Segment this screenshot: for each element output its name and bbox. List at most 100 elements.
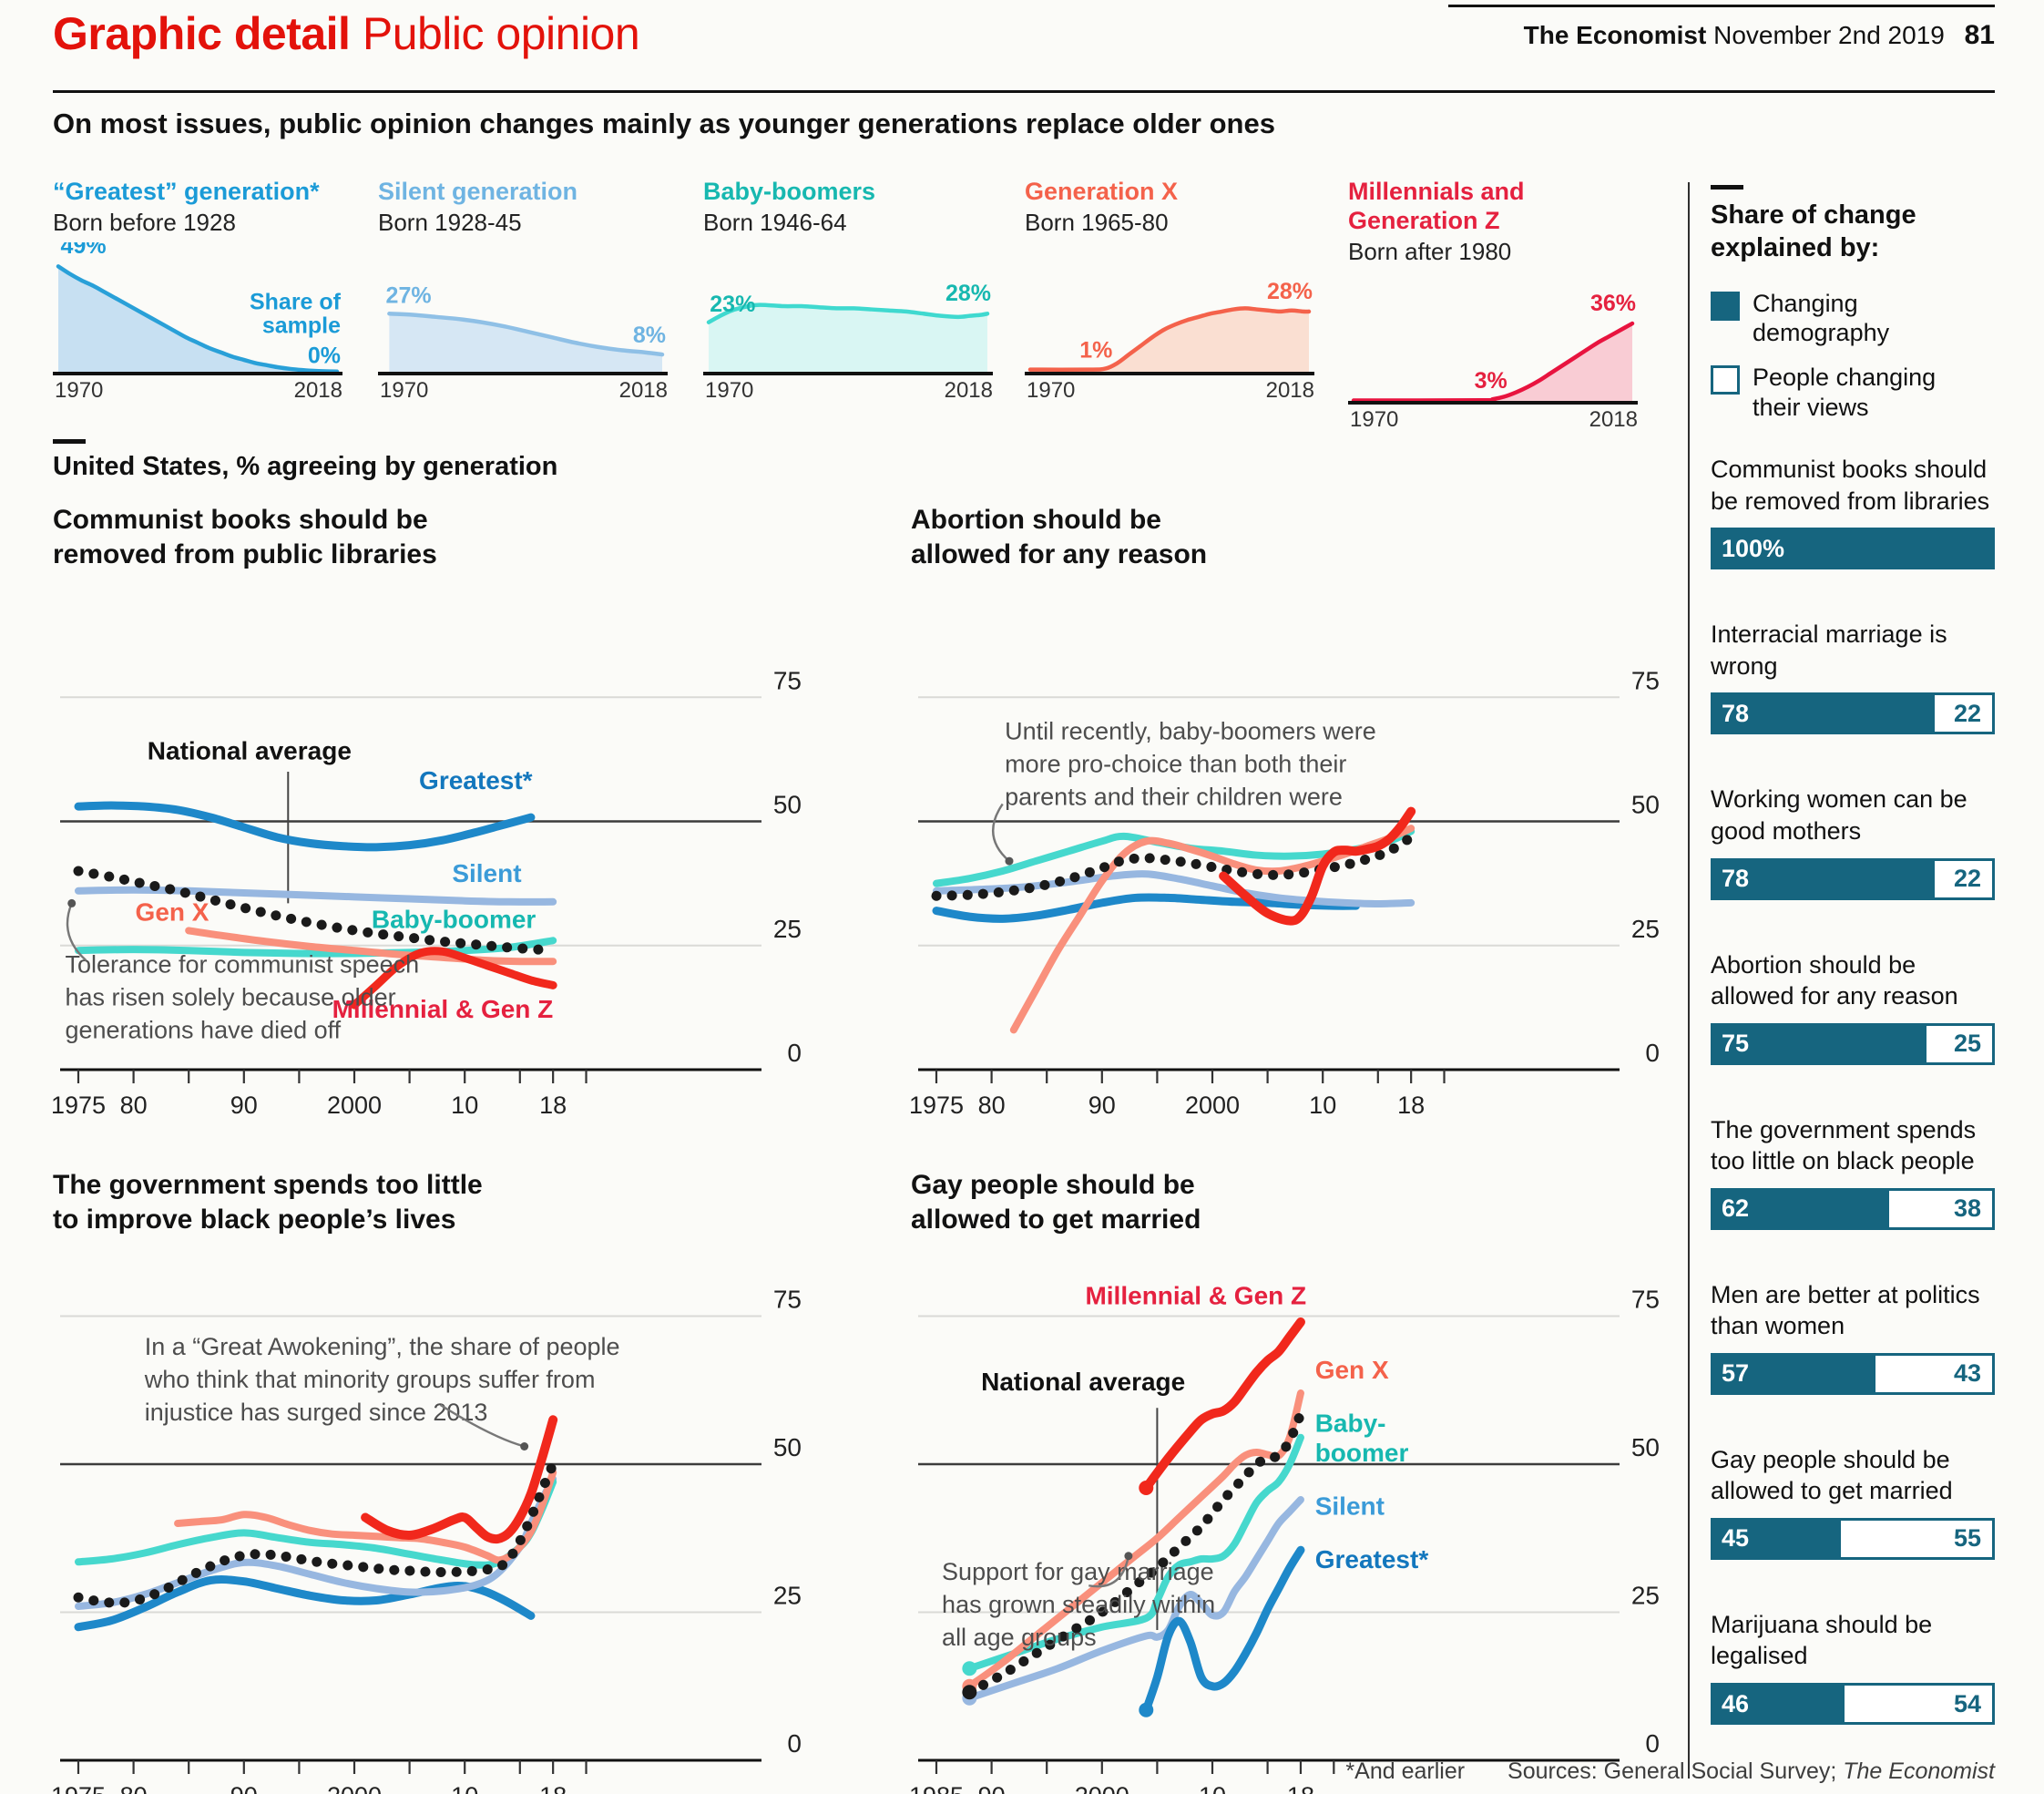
share-bar-group: Marijuana should be legalised 46 54 bbox=[1711, 1609, 1997, 1725]
top-right-rule bbox=[1448, 5, 1995, 7]
annotation-text: generations have died off bbox=[65, 1017, 341, 1044]
mini-start-value: 23% bbox=[710, 292, 755, 317]
y-tick-label: 50 bbox=[1631, 791, 1660, 819]
x-tick-label: 2000 bbox=[1185, 1092, 1240, 1119]
series-line-gen-x bbox=[1009, 825, 1415, 1034]
mini-area bbox=[58, 266, 337, 373]
share-bar: 78 22 bbox=[1711, 692, 1995, 735]
share-bar-group: Communist books should be removed from l… bbox=[1711, 454, 1997, 570]
share-bar: 46 54 bbox=[1711, 1683, 1995, 1725]
x-tick-label: 18 bbox=[1397, 1092, 1425, 1119]
y-tick-label: 25 bbox=[1631, 1582, 1660, 1610]
annotation-arrow-tip bbox=[1124, 1552, 1133, 1561]
mini-chart-generation-x: 1970 2018 1% 28% bbox=[1025, 279, 1314, 403]
line-label: Gen X bbox=[1315, 1356, 1389, 1384]
legend-swatch-filled bbox=[1711, 291, 1740, 321]
share-bar-views: 22 bbox=[1932, 692, 1995, 735]
generation-subtitle: Born 1965-80 bbox=[1025, 208, 1169, 236]
annotation-text: In a “Great Awokening”, the share of peo… bbox=[145, 1333, 620, 1360]
series-line-baby-boomer bbox=[966, 1433, 1304, 1673]
share-bar: 75 25 bbox=[1711, 1022, 1995, 1065]
generation-subtitle: Born 1946-64 bbox=[703, 208, 847, 236]
mini-area bbox=[1030, 308, 1309, 373]
mini-area bbox=[1354, 323, 1632, 402]
mini-axis-start: 1970 bbox=[380, 378, 428, 401]
annotation-text: Support for gay marriage bbox=[942, 1558, 1214, 1585]
y-tick-label: 25 bbox=[773, 1582, 802, 1610]
generation-title: “Greatest” generation* bbox=[53, 178, 320, 205]
y-tick-label: 75 bbox=[1631, 666, 1660, 694]
chart-title: The government spends too little to impro… bbox=[53, 1170, 483, 1235]
sidebar-share-of-change: Share of change explained by: Changing d… bbox=[1711, 185, 1997, 1774]
y-tick-label: 75 bbox=[1631, 1286, 1660, 1314]
issue-info: The Economist November 2nd 2019 81 bbox=[1524, 20, 1995, 51]
line-label: boomer bbox=[1315, 1439, 1409, 1467]
share-bar-group: The government spends too little on blac… bbox=[1711, 1114, 1997, 1230]
share-bar-demography: 62 bbox=[1711, 1187, 1887, 1230]
share-bar-demography: 57 bbox=[1711, 1352, 1873, 1395]
share-bar-demography: 46 bbox=[1711, 1683, 1842, 1725]
share-bar: 45 55 bbox=[1711, 1517, 1995, 1560]
x-tick-label: 90 bbox=[1088, 1092, 1116, 1119]
x-tick-label: 2000 bbox=[327, 1092, 382, 1119]
chart-title: Gay people should be allowed to get marri… bbox=[911, 1170, 1201, 1235]
x-tick-label: 2000 bbox=[327, 1782, 382, 1794]
line-label: Millennial & Gen Z bbox=[1085, 1282, 1306, 1310]
annotation-arrow-tip bbox=[67, 898, 77, 907]
sidebar-bar-list: Communist books should be removed from l… bbox=[1711, 454, 1997, 1725]
y-tick-label: 25 bbox=[773, 915, 802, 943]
share-bar-demography: 45 bbox=[1711, 1517, 1839, 1560]
share-bar-views: 25 bbox=[1924, 1022, 1995, 1065]
mini-axis-start: 1970 bbox=[1027, 378, 1075, 401]
generation-card-baby-boomers: Baby-boomers Born 1946-64 1970 2018 23% 28% bbox=[703, 178, 1006, 405]
line-label: National average bbox=[981, 1368, 1185, 1396]
generation-card-generation-x: Generation X Born 1965-80 1970 2018 1% 28% bbox=[1025, 178, 1327, 405]
x-tick-label: 80 bbox=[120, 1092, 148, 1119]
generation-subtitle: Born after 1980 bbox=[1348, 237, 1512, 265]
issue-date: November 2nd 2019 bbox=[1713, 21, 1945, 49]
line-label: Baby- bbox=[1315, 1409, 1386, 1437]
share-bar-demography: 78 bbox=[1711, 857, 1933, 900]
generation-title: Millennials and Generation Z bbox=[1348, 178, 1525, 234]
line-label: Greatest* bbox=[1315, 1545, 1429, 1574]
series-line-millennial-gen-z bbox=[361, 1415, 558, 1544]
share-bar: 62 38 bbox=[1711, 1187, 1995, 1230]
x-tick-label: 18 bbox=[539, 1092, 567, 1119]
chart-canvas-abortion: 0 25 50 75 1975 80 90 2000 10 18 Until recently, b… bbox=[909, 666, 1660, 1119]
share-bar-group: Men are better at politics than women 57 4… bbox=[1711, 1279, 1997, 1395]
annotation-text: parents and their children were bbox=[1005, 784, 1343, 811]
chart-title: Abortion should be allowed for any reason bbox=[911, 505, 1208, 569]
x-tick-label: 1985 bbox=[909, 1782, 964, 1794]
mini-area bbox=[389, 313, 662, 373]
y-tick-label: 75 bbox=[773, 1286, 802, 1314]
x-tick-label: 10 bbox=[1199, 1782, 1226, 1794]
share-bar-demography: 100% bbox=[1711, 528, 1995, 570]
mini-line bbox=[1027, 305, 1312, 372]
chart-canvas-communist-books: 0 25 50 75 1975 80 90 2000 10 18 National average G… bbox=[51, 666, 802, 1119]
line-label: Silent bbox=[1315, 1492, 1385, 1520]
mini-line bbox=[56, 263, 340, 374]
generation-title: Silent generation bbox=[378, 178, 578, 205]
mini-area bbox=[709, 304, 987, 373]
series-start-dot bbox=[1139, 1702, 1154, 1717]
x-tick-label: 10 bbox=[451, 1782, 478, 1794]
mini-chart-silent: 1970 2018 27% 8% bbox=[378, 282, 668, 403]
mini-end-value: 28% bbox=[1267, 279, 1313, 304]
line-label: Baby-boomer bbox=[372, 906, 537, 934]
series-start-dot bbox=[1139, 1481, 1154, 1495]
line-label: Gen X bbox=[136, 898, 210, 927]
chart-abortion: Abortion should be allowed for any reason… bbox=[909, 503, 1694, 1119]
share-bar-views: 54 bbox=[1841, 1683, 1995, 1725]
annotation-text: Until recently, baby-boomers were bbox=[1005, 718, 1376, 745]
share-bar-group: Gay people should be allowed to get marr… bbox=[1711, 1444, 1997, 1560]
masthead: Graphic detail Public opinion bbox=[53, 7, 640, 60]
annotation-text: Tolerance for communist speech bbox=[65, 951, 419, 979]
share-bar-label: Communist books should be removed from l… bbox=[1711, 456, 1990, 515]
annotation-text: who think that minority groups suffer fr… bbox=[144, 1366, 596, 1393]
legend-label: People changing their views bbox=[1753, 364, 1937, 422]
share-bar-label: Men are better at politics than women bbox=[1711, 1280, 1980, 1340]
sidebar-divider bbox=[1688, 182, 1690, 1779]
share-bar-demography: 75 bbox=[1711, 1022, 1924, 1065]
legend-item: Changing demography bbox=[1711, 289, 1997, 349]
masthead-section: Graphic detail bbox=[53, 8, 351, 59]
